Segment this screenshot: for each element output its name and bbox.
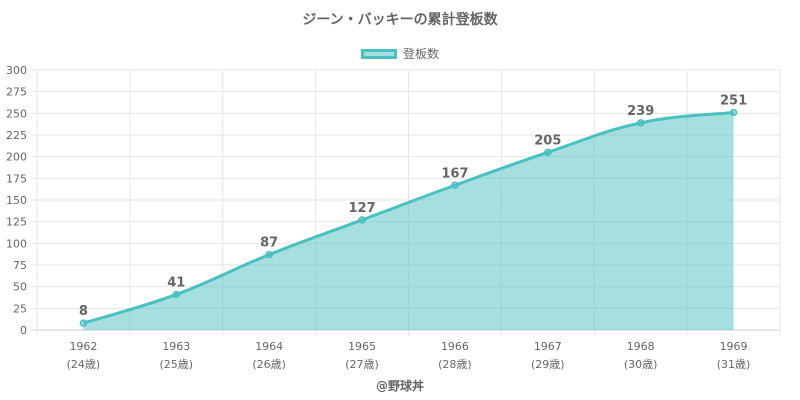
x-tick-sublabel: (31歳) (717, 358, 751, 371)
data-point (636, 119, 645, 127)
y-tick-label: 275 (6, 86, 27, 99)
data-point (729, 108, 738, 117)
y-tick-label: 100 (6, 237, 27, 250)
x-tick-label: 1966 (441, 340, 469, 353)
data-label: 87 (260, 236, 278, 251)
x-tick-sublabel: (26歳) (252, 358, 286, 371)
legend-swatch (360, 48, 397, 59)
y-tick-label: 50 (13, 281, 27, 294)
x-tick-label: 1968 (627, 340, 655, 353)
y-tick-label: 200 (6, 151, 27, 164)
x-tick-label: 1963 (162, 340, 190, 353)
data-point (79, 319, 88, 327)
x-tick-sublabel: (27歳) (345, 358, 379, 371)
y-tick-label: 250 (6, 107, 27, 120)
y-tick-label: 25 (13, 302, 27, 315)
chart-title: ジーン・バッキーの累計登板数 (302, 12, 498, 28)
data-label: 205 (534, 133, 561, 148)
y-tick-label: 300 (6, 64, 27, 77)
data-point (358, 216, 366, 224)
data-point (265, 250, 273, 259)
x-tick-label: 1965 (348, 340, 376, 353)
data-label: 8 (79, 304, 88, 319)
data-label: 127 (348, 201, 375, 216)
data-point (451, 181, 459, 190)
data-label: 239 (627, 104, 654, 119)
y-tick-label: 75 (13, 259, 27, 272)
x-tick-label: 1969 (720, 340, 748, 353)
x-tick-sublabel: (28歳) (438, 358, 472, 371)
y-tick-label: 225 (6, 129, 27, 142)
x-tick-sublabel: (30歳) (624, 358, 658, 371)
y-tick-label: 175 (6, 172, 27, 185)
y-tick-label: 150 (6, 194, 27, 207)
data-label: 167 (441, 166, 468, 181)
x-tick-sublabel: (24歳) (67, 358, 101, 371)
x-tick-label: 1962 (69, 340, 97, 353)
legend-label: 登板数 (402, 47, 439, 61)
data-label: 41 (167, 275, 185, 290)
data-point (544, 148, 552, 157)
credit-label: @野球丼 (375, 379, 424, 393)
series-area (83, 112, 734, 330)
legend[interactable]: 登板数 (0, 45, 800, 62)
x-tick-label: 1967 (534, 340, 562, 353)
series-line (82, 110, 734, 325)
y-tick-label: 125 (6, 216, 27, 229)
x-tick-label: 1964 (255, 340, 283, 353)
data-point (172, 290, 181, 299)
data-label: 251 (720, 93, 747, 108)
x-tick-sublabel: (25歳) (160, 358, 194, 371)
y-tick-label: 0 (20, 324, 27, 337)
x-tick-sublabel: (29歳) (531, 358, 565, 371)
